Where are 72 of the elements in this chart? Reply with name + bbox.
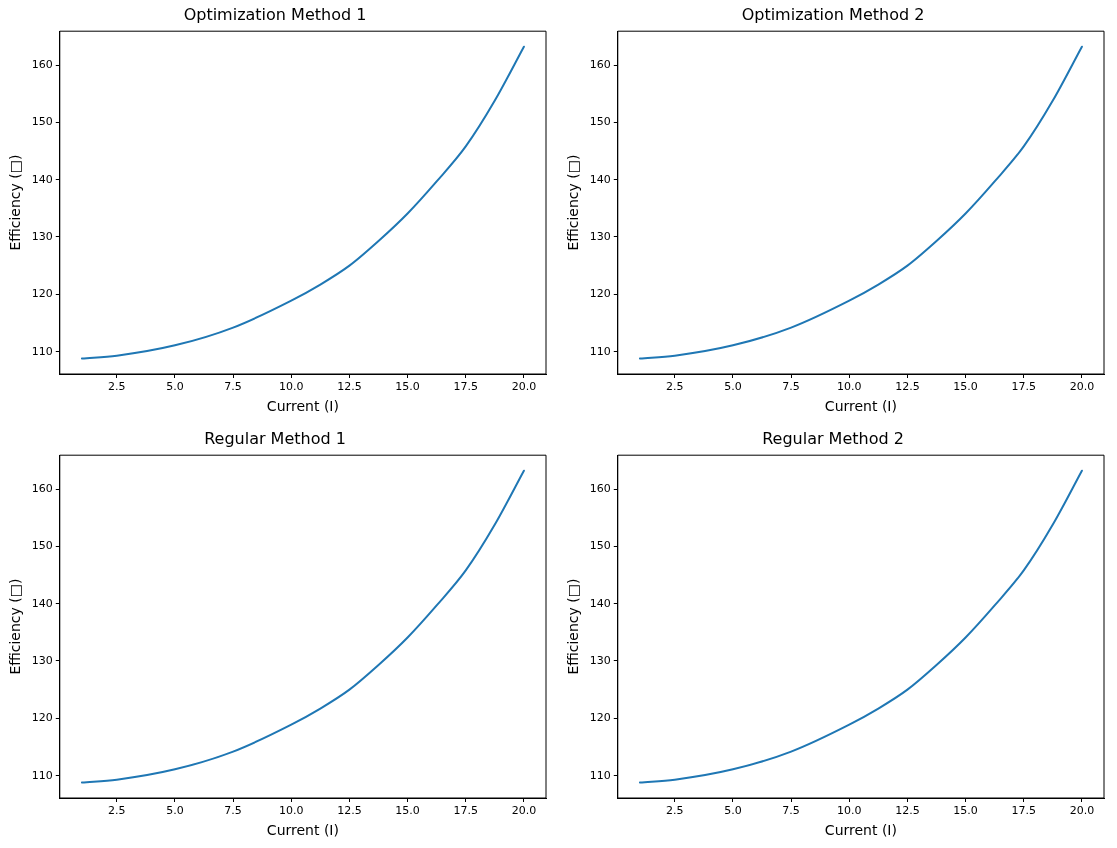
x-tick-label: 20.0	[1069, 380, 1095, 394]
x-tick-label: 12.5	[895, 380, 920, 394]
x-tick-label: 2.5	[666, 380, 684, 394]
x-tick-label: 15.0	[953, 804, 978, 818]
y-tick-label: 110	[31, 768, 53, 782]
y-tick-label: 130	[31, 229, 53, 243]
line-series	[638, 45, 1083, 360]
x-axis-title: Current (I)	[266, 398, 339, 415]
y-tick-label: 120	[589, 711, 611, 725]
chart-title: Regular Method 1	[204, 428, 346, 448]
x-tick-label: 5.0	[166, 380, 184, 394]
x-tick-label: 5.0	[724, 804, 742, 818]
y-tick-label: 150	[31, 115, 53, 129]
x-tick-label: 12.5	[895, 804, 920, 818]
line-series	[80, 45, 525, 360]
y-tick-label: 140	[589, 596, 611, 610]
x-tick-label: 15.0	[395, 380, 420, 394]
chart-title: Regular Method 2	[762, 428, 904, 448]
x-tick-label: 15.0	[953, 380, 978, 394]
y-tick-label: 140	[31, 596, 53, 610]
x-tick-label: 12.5	[337, 380, 362, 394]
y-axis-title: Efficiency (□)	[7, 578, 24, 675]
y-tick-label: 120	[589, 287, 611, 301]
x-tick-label: 7.5	[224, 380, 242, 394]
x-tick-label: 15.0	[395, 804, 420, 818]
x-axis-title: Current (I)	[824, 398, 897, 415]
x-tick-label: 5.0	[166, 804, 184, 818]
y-tick-label: 140	[31, 172, 53, 186]
x-tick-label: 20.0	[1069, 804, 1095, 818]
chart-title: Optimization Method 1	[183, 4, 367, 24]
x-axis-title: Current (I)	[266, 822, 339, 839]
y-tick-label: 120	[31, 287, 53, 301]
x-tick-label: 12.5	[337, 804, 362, 818]
y-tick-label: 140	[589, 172, 611, 186]
y-tick-label: 110	[31, 344, 53, 358]
y-tick-label: 150	[589, 539, 611, 553]
y-tick-label: 150	[31, 539, 53, 553]
x-tick-label: 10.0	[279, 380, 304, 394]
y-tick-label: 160	[589, 57, 611, 71]
y-tick-label: 160	[31, 481, 53, 495]
x-tick-label: 7.5	[782, 380, 800, 394]
x-tick-label: 20.0	[511, 804, 537, 818]
y-tick-label: 110	[589, 768, 611, 782]
y-tick-label: 130	[589, 229, 611, 243]
line-series	[638, 469, 1083, 784]
x-tick-label: 7.5	[224, 804, 242, 818]
y-tick-label: 130	[31, 653, 53, 667]
x-tick-label: 10.0	[837, 804, 862, 818]
x-tick-label: 2.5	[666, 804, 684, 818]
line-series	[80, 469, 525, 784]
x-tick-label: 17.5	[1011, 380, 1036, 394]
x-tick-label: 5.0	[724, 380, 742, 394]
x-tick-label: 20.0	[511, 380, 537, 394]
x-tick-label: 10.0	[837, 380, 862, 394]
x-tick-label: 10.0	[279, 804, 304, 818]
x-tick-label: 17.5	[453, 380, 478, 394]
chart-title: Optimization Method 2	[741, 4, 925, 24]
y-tick-label: 150	[589, 115, 611, 129]
y-tick-label: 160	[31, 57, 53, 71]
y-axis-title: Efficiency (□)	[565, 154, 582, 251]
y-tick-label: 160	[589, 481, 611, 495]
x-tick-label: 17.5	[453, 804, 478, 818]
x-tick-label: 17.5	[1011, 804, 1036, 818]
y-tick-label: 130	[589, 653, 611, 667]
y-axis-title: Efficiency (□)	[565, 578, 582, 675]
x-tick-label: 2.5	[108, 380, 126, 394]
y-tick-label: 120	[31, 711, 53, 725]
y-axis-title: Efficiency (□)	[7, 154, 24, 251]
y-tick-label: 110	[589, 344, 611, 358]
x-tick-label: 7.5	[782, 804, 800, 818]
x-axis-title: Current (I)	[824, 822, 897, 839]
x-tick-label: 2.5	[108, 804, 126, 818]
